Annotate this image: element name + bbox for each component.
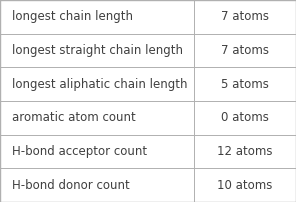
Text: 0 atoms: 0 atoms [221,111,269,124]
Text: longest chain length: longest chain length [12,10,133,23]
Text: longest aliphatic chain length: longest aliphatic chain length [12,78,187,91]
Text: aromatic atom count: aromatic atom count [12,111,136,124]
Text: 7 atoms: 7 atoms [221,10,269,23]
Text: H-bond donor count: H-bond donor count [12,179,130,192]
Text: H-bond acceptor count: H-bond acceptor count [12,145,147,158]
Text: 12 atoms: 12 atoms [217,145,273,158]
Text: 5 atoms: 5 atoms [221,78,269,91]
Text: longest straight chain length: longest straight chain length [12,44,183,57]
Text: 10 atoms: 10 atoms [217,179,273,192]
Text: 7 atoms: 7 atoms [221,44,269,57]
